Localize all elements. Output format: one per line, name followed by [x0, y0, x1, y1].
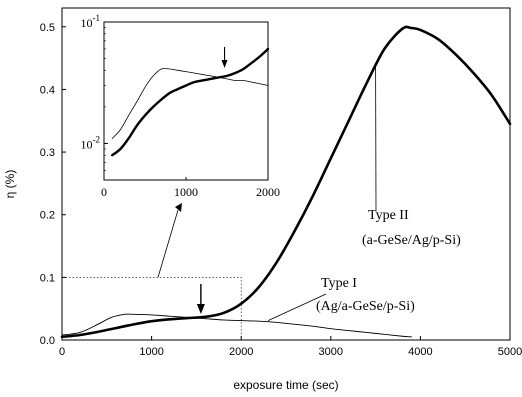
inset-plot: 0 1000 2000 10-2 10-1 [81, 13, 281, 199]
x-tick-label: 0 [59, 346, 65, 358]
type1-annotation-line1: Type I [321, 276, 357, 291]
y-tick-label: 0.3 [40, 147, 55, 159]
inset-series-line-type1 [111, 68, 269, 139]
x-axis-label: exposure time (sec) [233, 378, 338, 392]
inset-x-tick-label: 0 [101, 185, 107, 199]
y-tick-label: 0.1 [40, 272, 55, 284]
zoom-arrow-line [157, 209, 179, 278]
series-line-type2 [60, 25, 512, 339]
x-tick-label: 4000 [408, 346, 432, 358]
inset-frame [103, 21, 269, 181]
type1-leader-line [267, 293, 327, 321]
type1-annotation-line2: (Ag/a-GeSe/p-Si) [316, 299, 415, 314]
crossing-arrow-head [196, 304, 205, 314]
type2-annotation-line2: (a-GeSe/Ag/p-Si) [362, 233, 461, 248]
y-tick-label: 0.4 [40, 84, 55, 96]
y-tick-label: 0.2 [40, 210, 55, 222]
inset-y-tick-label: 10-1 [81, 13, 101, 30]
inset-y-tick-label: 10-2 [81, 134, 101, 151]
y-tick-label: 0.0 [40, 335, 55, 347]
x-tick-label: 2000 [229, 346, 253, 358]
zoom-region-box [61, 277, 242, 341]
y-tick-label: 0.5 [40, 22, 55, 34]
zoom-arrow-head [175, 203, 182, 212]
x-tick-label: 1000 [139, 346, 163, 358]
x-tick-label: 3000 [319, 346, 343, 358]
plot-frame [61, 7, 511, 341]
inset-x-tick-label: 2000 [256, 185, 280, 199]
main-plot: 0 1000 2000 3000 4000 5000 0.0 0.1 0.2 0.3 0.4 0.5 [40, 7, 522, 358]
series-line-type1 [61, 313, 412, 338]
inset-series-line-type2 [111, 47, 270, 157]
inset-crossing-arrow-head [221, 60, 228, 68]
inset-x-tick-label: 1000 [174, 185, 198, 199]
zoom-indicator [61, 203, 242, 341]
x-tick-label: 5000 [498, 346, 522, 358]
y-axis-label: η (%) [3, 170, 17, 199]
type2-annotation-line1: Type II [368, 208, 409, 223]
